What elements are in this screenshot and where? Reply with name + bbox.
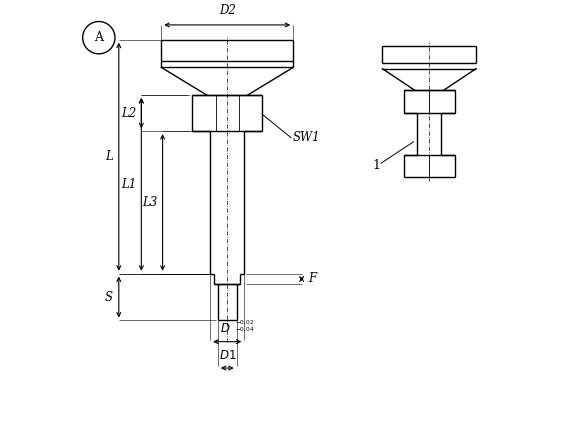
Text: 1: 1 xyxy=(372,159,380,172)
Text: $D$: $D$ xyxy=(220,322,230,336)
Text: S: S xyxy=(104,290,112,304)
Text: $\mathregular{^{-0{,}02}_{-0{,}04}}$: $\mathregular{^{-0{,}02}_{-0{,}04}}$ xyxy=(235,318,254,334)
Text: L: L xyxy=(105,150,112,163)
Text: L1: L1 xyxy=(121,178,136,191)
Text: $D1$: $D1$ xyxy=(218,349,236,362)
Text: L2: L2 xyxy=(121,106,136,120)
Text: A: A xyxy=(94,31,104,44)
Text: F: F xyxy=(308,272,316,286)
Text: D2: D2 xyxy=(219,4,236,17)
Text: L3: L3 xyxy=(142,196,158,209)
Text: SW1: SW1 xyxy=(293,131,321,144)
